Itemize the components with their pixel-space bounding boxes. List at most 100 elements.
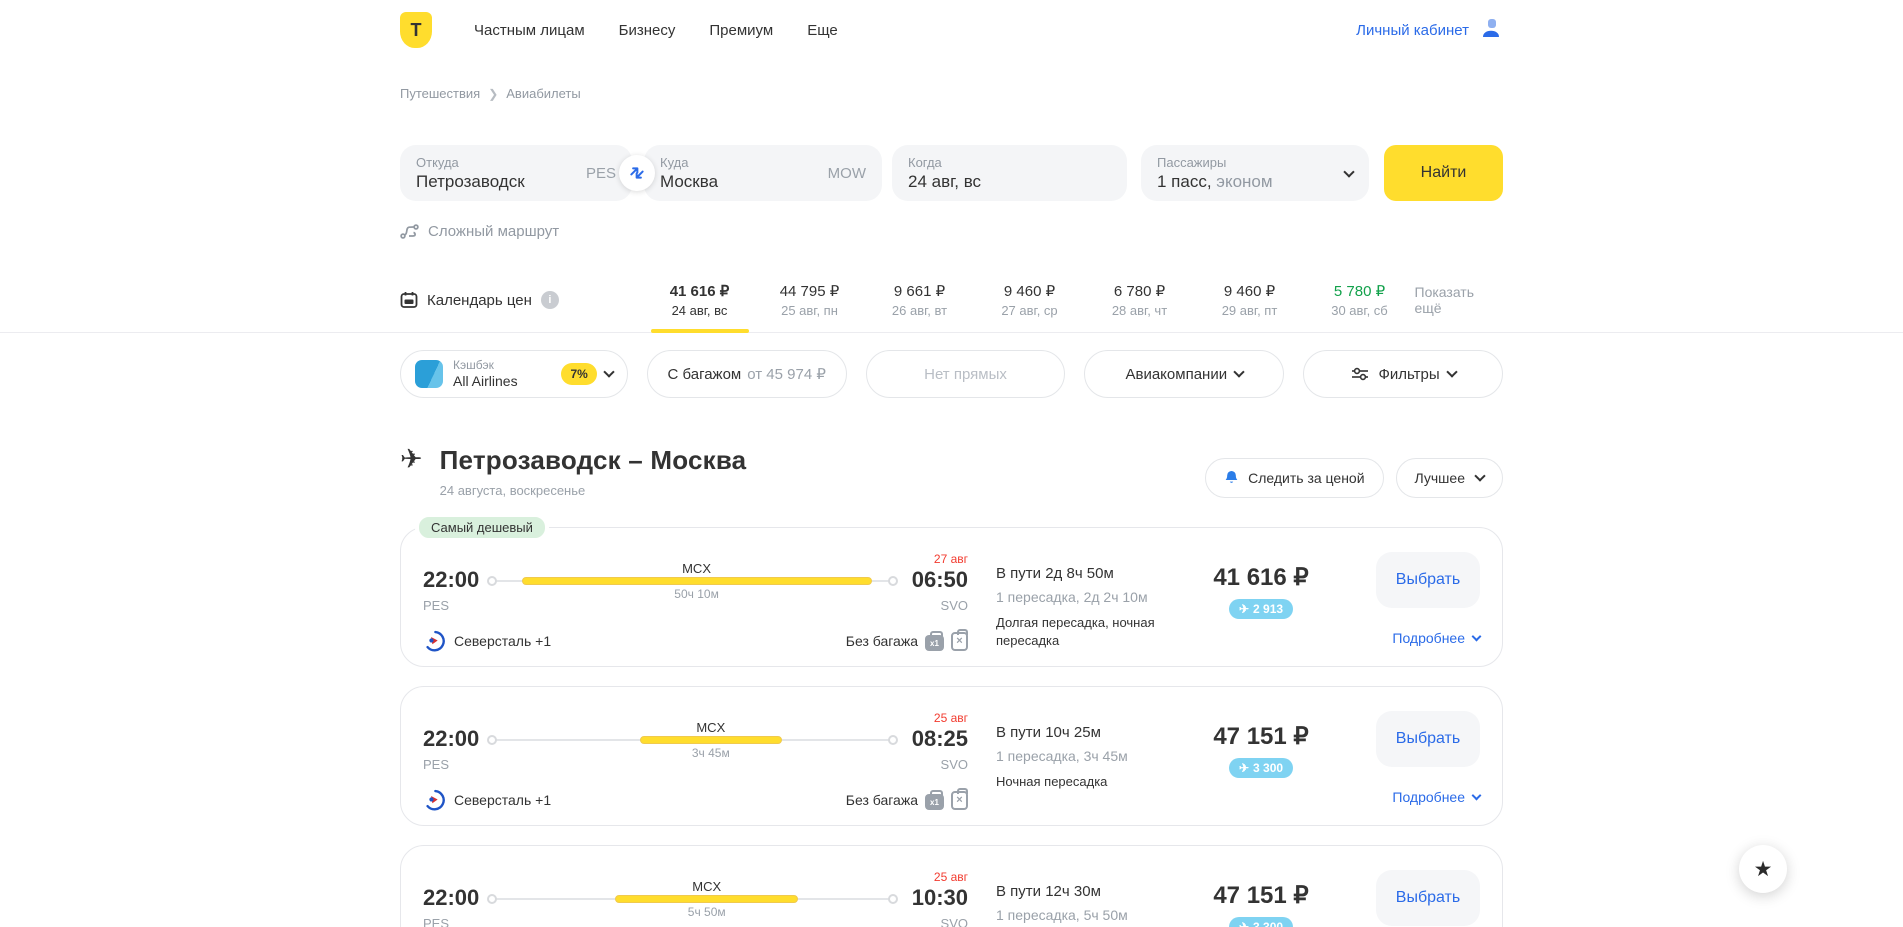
nav-item-business[interactable]: Бизнесу — [618, 21, 676, 39]
airplane-icon: ✈ — [400, 444, 423, 474]
flight-price: 41 616 ₽ — [1213, 564, 1309, 591]
transfer-note: Долгая пересадка, ночная пересадка — [996, 615, 1155, 648]
plane-mini-icon: ✈ — [1238, 920, 1250, 927]
calendar-day[interactable]: 44 795 ₽ 25 авг, пн — [755, 282, 865, 332]
arrive-airport-code: SVO — [940, 757, 968, 772]
info-icon[interactable]: i — [540, 291, 559, 309]
top-bar: Т Частным лицам Бизнесу Премиум Еще Личн… — [400, 0, 1503, 48]
date-field[interactable]: Когда 24 авг, вс — [892, 145, 1127, 201]
price-calendar-header: Календарь цен i — [400, 291, 645, 323]
calendar-icon — [400, 292, 418, 308]
show-more-dates-link[interactable]: Показать ещё — [1414, 284, 1475, 316]
results-header: ✈ Петрозаводск – Москва 24 августа, воск… — [400, 444, 1503, 498]
star-fab-button[interactable]: ★ — [1739, 845, 1787, 893]
breadcrumb-travel[interactable]: Путешествия — [400, 86, 481, 101]
bank-logo[interactable]: Т — [400, 12, 432, 48]
day-date: 24 авг, вс — [671, 303, 728, 318]
nav-item-more[interactable]: Еще — [807, 21, 838, 39]
destination-label: Куда — [660, 155, 689, 170]
baggage-info: Без багажа x1 × — [846, 628, 968, 651]
arrive-date: 27 авг — [933, 552, 968, 566]
carryon-count: x1 — [930, 797, 939, 807]
day-date: 26 авг, вт — [891, 303, 948, 318]
flight-timeline: MCX 5ч 50м — [487, 879, 898, 919]
airline-info: Северсталь +1 — [423, 630, 551, 652]
nav-item-premium[interactable]: Премиум — [709, 21, 774, 39]
day-price: 6 780 ₽ — [1113, 283, 1166, 300]
date-label: Когда — [908, 155, 942, 170]
cabin-class: эконом — [1211, 172, 1273, 191]
origin-value: Петрозаводск — [416, 172, 525, 191]
flight-card: Самый дешевый 22:00 PES MCX 50ч 10м 27 а… — [400, 513, 1503, 667]
layover-duration: 3ч 45м — [691, 746, 730, 760]
chevron-down-icon — [1471, 790, 1482, 800]
cashback-percent-badge: 7% — [561, 363, 597, 385]
select-flight-button[interactable]: Выбрать — [1376, 711, 1480, 767]
details-link[interactable]: Подробнее — [1392, 630, 1482, 646]
select-flight-button[interactable]: Выбрать — [1376, 552, 1480, 608]
all-filters-chip[interactable]: Фильтры — [1303, 350, 1503, 398]
calendar-day[interactable]: 5 780 ₽ 30 авг, сб — [1305, 282, 1415, 332]
track-price-button[interactable]: Следить за ценой — [1205, 458, 1384, 498]
day-date: 30 авг, сб — [1331, 303, 1388, 318]
airline-logo — [423, 630, 445, 652]
swap-directions-button[interactable] — [619, 155, 655, 191]
layover-airport-code: MCX — [696, 720, 726, 735]
direct-flights-filter-chip[interactable]: Нет прямых — [865, 350, 1066, 398]
calendar-day[interactable]: 9 460 ₽ 29 авг, пт — [1195, 282, 1305, 332]
calendar-day[interactable]: 6 780 ₽ 28 авг, чт — [1085, 282, 1195, 332]
cashback-badge: ✈ 2 913 — [1228, 599, 1294, 619]
search-button[interactable]: Найти — [1384, 145, 1503, 201]
route-title: Петрозаводск – Москва — [439, 445, 747, 475]
selected-day-underline — [650, 329, 749, 333]
day-date: 25 авг, пн — [781, 303, 838, 318]
day-price: 9 460 ₽ — [1003, 283, 1056, 300]
cashback-filter-chip[interactable]: Кэшбэк All Airlines 7% — [400, 350, 628, 398]
all-filters-label: Фильтры — [1378, 365, 1440, 383]
airline-name: Северсталь +1 — [454, 633, 552, 649]
user-icon[interactable] — [1479, 16, 1503, 45]
day-date: 29 авг, пт — [1221, 303, 1278, 318]
account-link[interactable]: Личный кабинет — [1356, 21, 1469, 39]
flight-price: 47 151 ₽ — [1213, 882, 1309, 909]
chevron-down-icon — [1471, 631, 1482, 641]
destination-field[interactable]: Куда Москва MOW — [644, 145, 882, 201]
flight-timeline: MCX 50ч 10м — [487, 561, 898, 601]
arrive-time: 08:25 — [911, 726, 968, 751]
baggage-label: Без багажа — [845, 792, 918, 808]
route-subtitle: 24 августа, воскресенье — [439, 483, 586, 498]
complex-route-link[interactable]: Сложный маршрут — [400, 223, 559, 240]
passengers-label: Пассажиры — [1157, 155, 1227, 170]
complex-route-label: Сложный маршрут — [428, 223, 560, 240]
track-price-label: Следить за ценой — [1248, 470, 1365, 486]
arrive-time: 06:50 — [911, 567, 968, 592]
calendar-day[interactable]: 9 460 ₽ 27 авг, ср — [975, 282, 1085, 332]
cashback-card-icon — [415, 360, 443, 388]
day-price: 9 661 ₽ — [893, 283, 946, 300]
layover-bar: MCX 5ч 50м — [615, 879, 799, 919]
depart-time: 22:00 — [423, 567, 480, 592]
price-calendar-strip: Календарь цен i 41 616 ₽ 24 авг, вс 44 7… — [0, 282, 1903, 333]
nav-item-private[interactable]: Частным лицам — [474, 21, 585, 39]
sort-dropdown[interactable]: Лучшее — [1395, 458, 1503, 498]
plane-mini-icon: ✈ — [1238, 761, 1250, 775]
day-price: 9 460 ₽ — [1223, 283, 1276, 300]
select-flight-button[interactable]: Выбрать — [1376, 870, 1480, 926]
origin-field[interactable]: Откуда Петрозаводск PES — [400, 145, 632, 201]
arrive-airport-code: SVO — [940, 916, 968, 927]
layover-bar: MCX 3ч 45м — [639, 720, 783, 760]
chevron-down-icon — [1474, 470, 1486, 482]
calendar-day[interactable]: 41 616 ₽ 24 авг, вс — [645, 282, 755, 333]
day-price: 5 780 ₽ — [1333, 283, 1386, 300]
passengers-field[interactable]: Пассажиры 1 пасс, эконом — [1141, 145, 1369, 201]
breadcrumb-flights[interactable]: Авиабилеты — [506, 86, 581, 101]
depart-airport-code: PES — [423, 598, 450, 613]
origin-label: Откуда — [416, 155, 459, 170]
flight-card: 22:00 PES MCX 3ч 45м 25 авг 08:25 SVO — [400, 686, 1503, 826]
details-link[interactable]: Подробнее — [1392, 789, 1482, 805]
baggage-filter-chip[interactable]: С багажом от 45 974 ₽ — [646, 350, 847, 398]
airlines-filter-chip[interactable]: Авиакомпании — [1084, 350, 1285, 398]
cashback-amount: 3 300 — [1253, 761, 1284, 775]
calendar-day[interactable]: 9 661 ₽ 26 авг, вт — [865, 282, 975, 332]
total-duration: В пути 10ч 25м — [996, 724, 1101, 741]
